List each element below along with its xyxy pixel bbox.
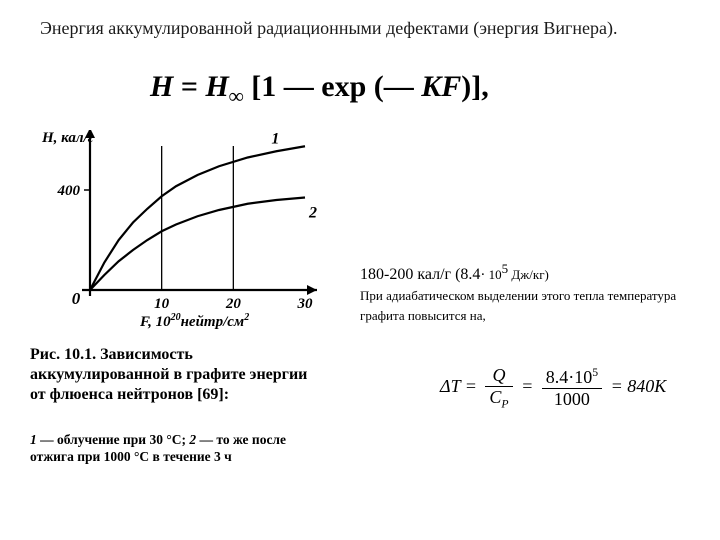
dt-num2-wrap: 8.4·105 [542,366,602,389]
right-line1b: 10 [485,267,501,282]
chart: 400 10 20 30 0 H, кал/г F, 1020нейтр/см2 1 2 [30,130,330,330]
dt-frac1: Q CP [485,365,512,411]
dt-num2a: 8.4·10 [546,367,593,387]
figure-caption-sub: 1 — облучение при 30 °С; 2 — то же после… [30,432,320,466]
eq-K: K [421,70,441,103]
eq-F: F [441,70,461,103]
main-equation: H = H∞ [1 — exp (— KF)], [150,70,489,109]
eq-inf-sub: ∞ [229,84,244,108]
caption-key-1: 1 [30,432,37,447]
svg-text:30: 30 [297,296,314,312]
svg-text:F, 1020нейтр/см2: F, 1020нейтр/см2 [139,312,249,330]
eq-H: H [150,70,173,103]
svg-text:400: 400 [57,183,81,199]
svg-text:1: 1 [271,130,279,147]
dt-den1-sub: P [501,398,508,411]
svg-text:20: 20 [225,296,242,312]
svg-text:H, кал/г: H, кал/г [41,130,94,146]
right-line1c: Дж/кг) [508,267,549,282]
right-line2: При адиабатическом выделении этого тепла… [360,288,676,323]
eq-Hinf: H [205,70,228,103]
figure-caption: Рис. 10.1. Зависимость аккумулированной … [30,345,310,405]
delta-t-equation: ΔT = Q CP = 8.4·105 1000 = 840K [440,365,666,411]
svg-text:10: 10 [154,296,170,312]
svg-text:2: 2 [308,205,317,222]
chart-svg: 400 10 20 30 0 H, кал/г F, 1020нейтр/см2 1 2 [30,130,330,330]
eq-equals: = [173,70,205,103]
dt-den2: 1000 [542,389,602,410]
eq-bracket-close: )], [461,70,488,103]
dt-den1-wrap: CP [485,387,512,411]
page-title: Энергия аккумулированной радиационными д… [40,18,617,39]
dt-frac2: 8.4·105 1000 [542,366,602,410]
right-line1a: 180-200 кал/г (8.4 [360,266,480,283]
eq-bracket-open: [1 — exp (— [244,70,421,103]
dt-rhs: = 840K [611,376,667,396]
dt-lhs: ΔT = [440,376,481,396]
dt-num2-exp: 5 [592,366,598,379]
caption-text-1: — облучение при 30 °С; [37,432,190,447]
svg-text:0: 0 [72,289,81,308]
dt-num1: Q [485,365,512,387]
right-annotation: 180-200 кал/г (8.4· 105 Дж/кг) При адиаб… [360,260,690,326]
dt-mid: = [521,376,538,396]
dt-den1: C [489,387,501,407]
